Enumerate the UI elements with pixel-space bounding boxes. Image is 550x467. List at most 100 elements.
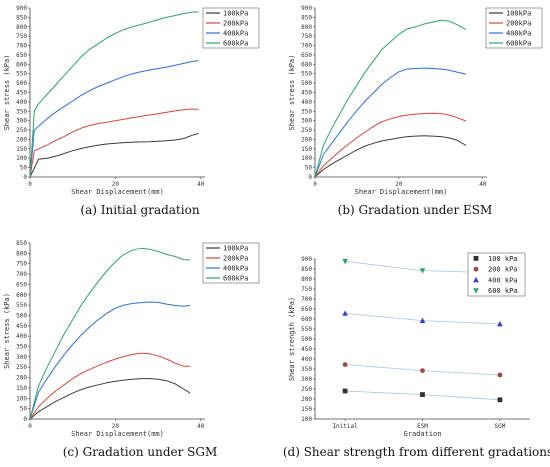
data-point-400kpa: [342, 310, 348, 316]
y-tick-label: 350: [16, 344, 27, 351]
y-tick-label: 350: [16, 108, 27, 115]
y-tick-label: 150: [301, 146, 312, 153]
x-axis-label: Shear Displacement(mm): [71, 188, 164, 196]
y-tick-label: 500: [301, 80, 312, 87]
y-tick-label: 150: [16, 146, 27, 153]
y-tick-label: 100: [16, 395, 27, 402]
y-tick-label: 550: [16, 302, 27, 309]
panel-a-initial-gradation: 0501001502002503003504004505005506006507…: [3, 5, 260, 217]
x-tick-label: ESM: [417, 423, 428, 430]
x-axis-label: Shear Displacement(mm): [355, 188, 448, 196]
legend-label: 400kPa: [223, 264, 248, 272]
series-line-400kpa: [29, 301, 191, 420]
y-tick-label: 550: [301, 326, 312, 333]
y-tick-label: 400: [16, 99, 27, 106]
y-tick-label: 700: [16, 271, 27, 278]
y-tick-label: 800: [301, 276, 312, 283]
series-line-100kpa: [314, 135, 467, 178]
legend-label: 100kPa: [223, 9, 248, 17]
panel-caption: (c) Gradation under SGM: [63, 445, 218, 459]
y-tick-label: 0: [23, 174, 27, 181]
data-point-100kpa: [420, 392, 425, 397]
legend-label: 200kPa: [223, 254, 248, 262]
y-tick-label: 800: [301, 24, 312, 31]
y-tick-label: 650: [301, 306, 312, 313]
legend-label: 200kPa: [223, 19, 248, 27]
y-tick-label: 200: [301, 396, 312, 403]
y-tick-label: 300: [301, 118, 312, 125]
y-tick-label: 800: [16, 250, 27, 257]
y-tick-label: 250: [301, 386, 312, 393]
series-line-200kpa: [29, 108, 199, 178]
series-line-600kpa: [29, 11, 199, 178]
legend-marker: [473, 276, 479, 283]
legend-label: 200kPa: [506, 19, 531, 27]
x-tick-label: 20: [112, 181, 120, 188]
panel-b-gradation-esm: 0501001502002503003504004505005506006507…: [288, 5, 543, 217]
legend-box: [202, 7, 260, 49]
y-axis-label: Shear strength (kPa): [288, 297, 296, 381]
y-tick-label: 350: [301, 108, 312, 115]
series-line-200kpa: [29, 352, 191, 420]
y-tick-label: 850: [16, 14, 27, 21]
y-tick-label: 500: [16, 80, 27, 87]
y-tick-label: 100: [301, 155, 312, 162]
x-tick-label: 40: [197, 423, 205, 430]
legend-label: 600kPa: [223, 274, 248, 282]
y-tick-label: 900: [16, 5, 27, 12]
x-tick-label: 0: [28, 181, 32, 188]
data-point-100kpa: [342, 388, 348, 394]
y-tick-label: 700: [301, 43, 312, 50]
legend-label: 400kPa: [223, 29, 248, 37]
legend-label: 600kPa: [506, 39, 531, 47]
x-axis-label: Shear Displacement(mm): [71, 430, 164, 438]
y-tick-label: 300: [301, 376, 312, 383]
y-tick-label: 600: [16, 292, 27, 299]
y-tick-label: 650: [301, 52, 312, 59]
legend-label: 200 kPa: [488, 266, 518, 274]
series-line-600kpa: [314, 19, 467, 178]
legend-label: 600 kPa: [488, 287, 518, 295]
legend-label: 100kPa: [223, 244, 248, 252]
y-tick-label: 550: [16, 71, 27, 78]
y-tick-label: 100: [16, 155, 27, 162]
y-tick-label: 650: [16, 281, 27, 288]
y-tick-label: 150: [16, 385, 27, 392]
series-line-600kpa: [29, 247, 191, 420]
legend-label: 400kPa: [506, 29, 531, 37]
y-tick-label: 600: [16, 61, 27, 68]
y-tick-label: 400: [16, 333, 27, 340]
x-tick-label: Initial: [332, 423, 358, 430]
y-tick-label: 750: [16, 33, 27, 40]
x-tick-label: 40: [197, 181, 205, 188]
y-tick-label: 700: [16, 43, 27, 50]
y-tick-label: 550: [301, 71, 312, 78]
y-tick-label: 750: [301, 33, 312, 40]
y-tick-label: 500: [301, 336, 312, 343]
data-point-600kpa: [342, 259, 348, 265]
y-tick-label: 0: [23, 416, 27, 423]
y-tick-label: 50: [20, 406, 28, 413]
series-line-100kpa: [29, 378, 191, 420]
y-tick-label: 200: [16, 136, 27, 143]
x-tick-label: SGM: [494, 423, 505, 430]
y-tick-label: 750: [16, 261, 27, 268]
panel-caption: (a) Initial gradation: [80, 203, 199, 217]
y-tick-label: 200: [16, 375, 27, 382]
x-tick-label: 20: [112, 423, 120, 430]
x-axis-label: Gradation: [404, 430, 442, 438]
y-tick-label: 900: [301, 5, 312, 12]
legend-marker: [473, 255, 479, 261]
y-tick-label: 850: [301, 266, 312, 273]
data-point-200kpa: [497, 372, 503, 378]
series-line-400kpa: [29, 60, 199, 178]
y-tick-label: 250: [301, 127, 312, 134]
panel-caption: (d) Shear strength from different gradat…: [283, 445, 550, 459]
x-tick-label: 20: [395, 181, 403, 188]
panel-caption: (b) Gradation under ESM: [338, 203, 493, 217]
x-tick-label: 0: [28, 423, 32, 430]
y-tick-label: 800: [16, 24, 27, 31]
y-tick-label: 400: [301, 356, 312, 363]
panel-d-shear-strength: 100 150 200 250 300 350 400 450 500 550 600 650 700 7…: [283, 252, 550, 459]
